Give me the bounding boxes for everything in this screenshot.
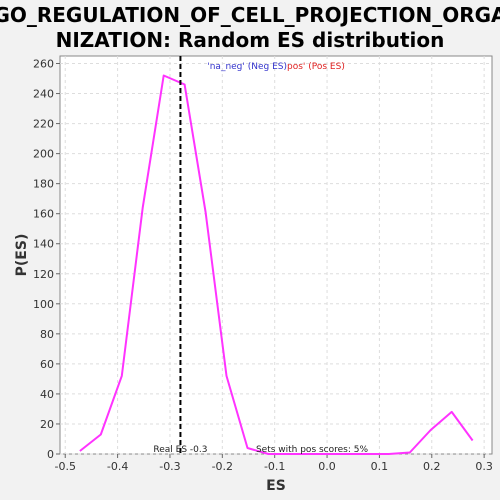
x-tick-label: 0.3 — [475, 460, 493, 473]
y-tick-label: 80 — [40, 328, 54, 341]
y-axis-label: P(ES) — [14, 234, 30, 277]
real-es-label: Real ES -0.3 — [153, 445, 207, 455]
pos-scores-label: Sets with pos scores: 5% — [256, 445, 369, 455]
plot-area — [59, 55, 493, 455]
legend-neg-label: 'na_neg' (Neg ES) — [207, 62, 287, 72]
y-tick-label: 200 — [33, 148, 54, 161]
legend-pos-label: pos' (Pos ES) — [287, 62, 345, 72]
y-tick-label: 240 — [33, 88, 54, 101]
chart-title-line: GO_REGULATION_OF_CELL_PROJECTION_ORGA — [0, 3, 500, 27]
y-tick-label: 20 — [40, 418, 54, 431]
chart-title-line: NIZATION: Random ES distribution — [56, 28, 445, 52]
x-tick-label: -0.4 — [107, 460, 128, 473]
y-tick-label: 260 — [33, 58, 54, 71]
x-tick-label: -0.5 — [55, 460, 76, 473]
x-axis-label: ES — [266, 478, 286, 494]
y-tick-label: 0 — [47, 448, 54, 461]
annotations: Real ES -0.3 Sets with pos scores: 5% 'na_… — [153, 56, 368, 455]
series-lines — [79, 74, 474, 455]
x-tick-label: -0.3 — [159, 460, 180, 473]
x-tick-label: 0.0 — [318, 460, 336, 473]
x-tick-label: -0.1 — [264, 460, 285, 473]
y-tick-label: 180 — [33, 178, 54, 191]
y-tick-label: 60 — [40, 358, 54, 371]
y-tick-label: 120 — [33, 268, 54, 281]
y-tick-label: 140 — [33, 238, 54, 251]
y-tick-label: 40 — [40, 388, 54, 401]
axes: 0 20 40 60 80 100 120 140 160 180 200 220 240 260 -0.5… — [14, 58, 493, 494]
chart-title: GO_REGULATION_OF_CELL_PROJECTION_ORGANIZ… — [0, 3, 500, 52]
grid-lines — [60, 56, 492, 455]
y-tick-label: 160 — [33, 208, 54, 221]
es-distribution-line — [79, 74, 474, 455]
x-tick-label: -0.2 — [212, 460, 233, 473]
y-tick-label: 100 — [33, 298, 54, 311]
x-tick-label: 0.2 — [423, 460, 441, 473]
x-tick-label: 0.1 — [371, 460, 389, 473]
y-tick-label: 220 — [33, 118, 54, 131]
